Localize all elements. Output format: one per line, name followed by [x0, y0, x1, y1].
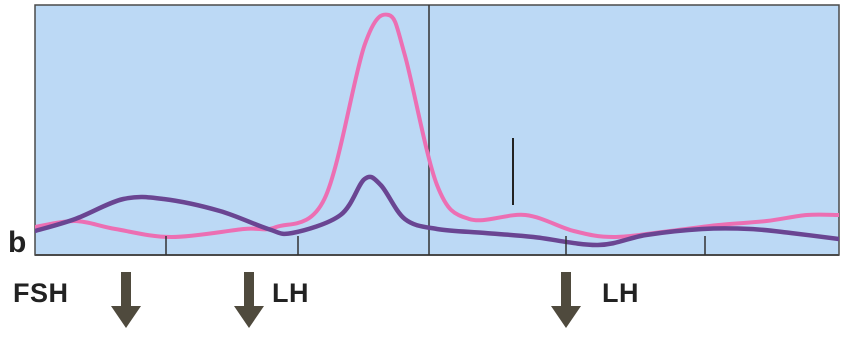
hormone-curves [35, 12, 839, 248]
lh-label-second: LH [602, 278, 639, 308]
hormone-arrows [111, 272, 581, 328]
plot-background [35, 5, 839, 255]
fsh-arrow [111, 272, 141, 328]
panel-label: b [8, 226, 27, 259]
lh-arrow-second [551, 272, 581, 328]
lh-arrow-first [234, 272, 264, 328]
day-ticks [165, 138, 706, 255]
fsh-label: FSH [13, 278, 69, 308]
purple-curve [35, 174, 839, 248]
lh-label-first: LH [272, 278, 309, 308]
